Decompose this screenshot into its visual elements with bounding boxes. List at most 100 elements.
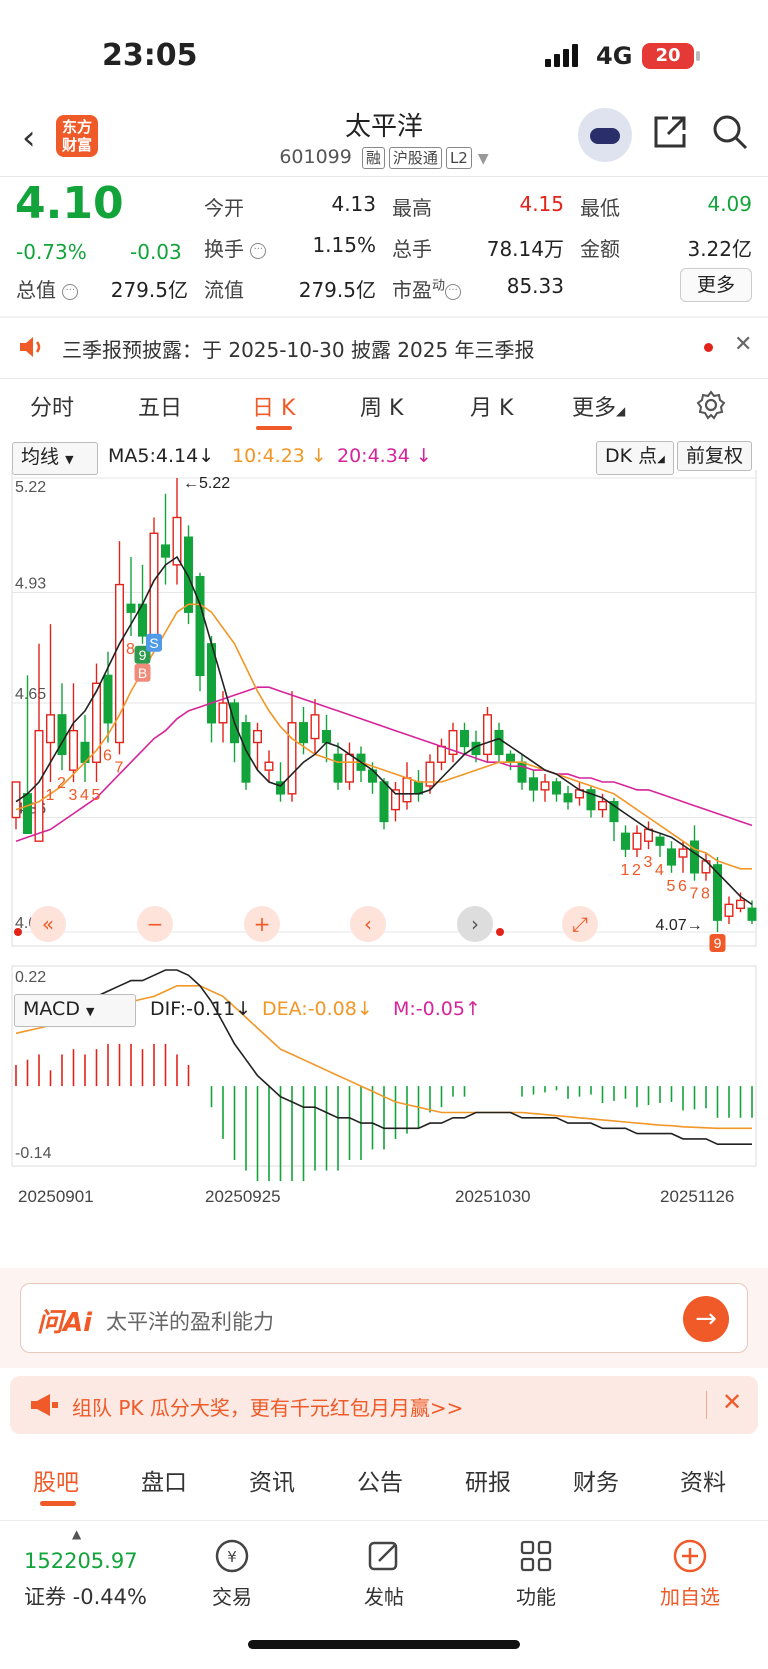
tab-research[interactable]: 研报: [465, 1470, 511, 1496]
volume-label: 总手: [392, 237, 432, 261]
chart-control-icon: +: [254, 912, 271, 936]
trade-icon: ¥: [182, 1535, 282, 1575]
chart-control-button[interactable]: +: [244, 906, 280, 942]
pe-label: 市盈动 ···: [392, 274, 462, 303]
tab-intraday[interactable]: 分时: [30, 396, 75, 421]
signal-number: 3: [644, 854, 653, 871]
trade-button[interactable]: ¥ 交易: [182, 1535, 282, 1610]
status-bar: 23:05 4G 20: [0, 0, 768, 110]
candle-down: [126, 603, 136, 613]
chart-control-icon: ⤢: [572, 912, 588, 936]
chart-control-button[interactable]: −: [137, 906, 173, 942]
candle-up: [391, 789, 400, 811]
plus-circle-icon: [640, 1535, 740, 1575]
candle-down: [747, 907, 757, 921]
notice-text: 三季报预披露：于 2025-10-30 披露 2025 年三季报: [62, 338, 535, 362]
search-icon[interactable]: [710, 112, 750, 156]
kline-chart[interactable]: 5.224.934.654.364.070.22-0.1412345678123…: [0, 470, 768, 1260]
signal-number: 2: [57, 775, 66, 792]
mcap-value: 279.5亿: [110, 278, 188, 302]
tab-more[interactable]: 更多◢: [572, 396, 626, 421]
signal-number: 1: [621, 862, 630, 879]
tab-finance[interactable]: 财务: [573, 1470, 619, 1496]
ma-selector[interactable]: 均线 ▼: [12, 442, 98, 475]
date-label: 20251126: [660, 1187, 734, 1206]
candle-up: [115, 583, 124, 744]
ai-input[interactable]: 太平洋的盈利能力: [106, 1310, 274, 1334]
chart-control-button[interactable]: ‹: [350, 906, 386, 942]
tab-guba[interactable]: 股吧: [33, 1470, 79, 1496]
stock-name: 太平洋: [344, 112, 423, 142]
ai-ask-bar[interactable]: 问Ai 太平洋的盈利能力 →: [20, 1283, 748, 1353]
tab-announcements[interactable]: 公告: [357, 1470, 403, 1496]
candle-up: [34, 729, 44, 842]
app-logo[interactable]: 东方 财富: [56, 115, 98, 157]
tab-monthly-k[interactable]: 月 K: [470, 396, 514, 421]
chart-control-button[interactable]: «: [30, 906, 66, 942]
close-icon[interactable]: ✕: [722, 1388, 743, 1416]
change-percent: -0.73%: [16, 240, 87, 264]
tab-news[interactable]: 资讯: [249, 1470, 295, 1496]
dif-line: [15, 969, 752, 1146]
tab-daily-k[interactable]: 日 K: [252, 396, 296, 421]
candle-up: [632, 832, 642, 850]
dropdown-icon[interactable]: ▼: [477, 151, 489, 167]
open-label: 今开: [204, 196, 244, 220]
candle-down: [333, 753, 343, 783]
close-icon[interactable]: ✕: [734, 332, 753, 357]
index-name[interactable]: 证券 -0.44%: [24, 1585, 147, 1609]
megaphone-icon: [28, 1391, 60, 1423]
tab-weekly-k[interactable]: 周 K: [360, 396, 404, 421]
low-label: 最低: [580, 196, 620, 220]
candle-down: [184, 536, 193, 613]
post-button[interactable]: 发帖: [334, 1535, 434, 1610]
candle-up: [598, 801, 607, 811]
chart-control-button[interactable]: ›: [457, 906, 493, 942]
arrow-right-icon[interactable]: →: [683, 1296, 729, 1342]
info-icon[interactable]: ···: [62, 283, 79, 300]
date-label: 20250925: [205, 1187, 281, 1206]
chart-control-button[interactable]: ⤢: [562, 906, 598, 942]
tag-l2: L2: [445, 147, 472, 169]
tab-five-day[interactable]: 五日: [138, 396, 183, 421]
signal-marker: [134, 663, 151, 682]
dk-point-selector[interactable]: DK 点◢: [596, 441, 674, 475]
settings-icon[interactable]: [696, 390, 726, 424]
candle-down: [552, 781, 561, 795]
amount-value: 3.22亿: [687, 237, 752, 261]
notice-bar[interactable]: 三季报预披露：于 2025-10-30 披露 2025 年三季报 ✕: [0, 318, 768, 376]
candle-up: [437, 745, 446, 763]
more-button[interactable]: 更多: [680, 268, 752, 302]
back-icon[interactable]: ‹: [22, 118, 36, 158]
adjust-selector[interactable]: 前复权: [677, 441, 753, 471]
post-label: 发帖: [364, 1585, 404, 1609]
unread-dot: [704, 343, 713, 352]
add-watchlist-label: 加自选: [660, 1585, 720, 1609]
tab-pankou[interactable]: 盘口: [141, 1470, 187, 1496]
signal-number: 5: [667, 878, 676, 895]
chart-control-bg: [30, 906, 66, 942]
index-value[interactable]: 152205.97: [24, 1549, 138, 1573]
info-icon[interactable]: ···: [250, 242, 267, 259]
signal-number: 5: [92, 787, 101, 804]
signal-number: 7: [115, 759, 124, 776]
candle-down: [506, 753, 515, 763]
caret-up-icon: ▲: [72, 1527, 82, 1541]
promo-banner[interactable]: 组队 PK 瓜分大奖，更有千元红包月月赢>> ✕: [10, 1376, 758, 1434]
tab-profile[interactable]: 资料: [680, 1470, 726, 1496]
ma-indicator-row: 均线 ▼ MA5:4.14↓ 10:4.23 ↓ 20:4.34 ↓ DK 点◢…: [0, 440, 768, 475]
signal-icon: [545, 44, 581, 67]
candle-down: [690, 840, 699, 874]
functions-button[interactable]: 功能: [486, 1535, 586, 1610]
add-watchlist-button[interactable]: 加自选: [640, 1535, 740, 1610]
ai-robot-icon[interactable]: [578, 108, 632, 162]
signal-marker-label: S: [149, 635, 158, 651]
macd-selector[interactable]: MACD ▼: [14, 994, 136, 1027]
stock-code-row[interactable]: 601099 融沪股通 L2 ▼: [0, 146, 768, 169]
edit-icon: [334, 1535, 434, 1575]
candle-down: [299, 722, 308, 744]
tag-margin: 融: [361, 147, 385, 169]
candle-down: [713, 864, 722, 921]
info-icon[interactable]: ···: [445, 283, 462, 300]
share-icon[interactable]: [650, 112, 690, 156]
